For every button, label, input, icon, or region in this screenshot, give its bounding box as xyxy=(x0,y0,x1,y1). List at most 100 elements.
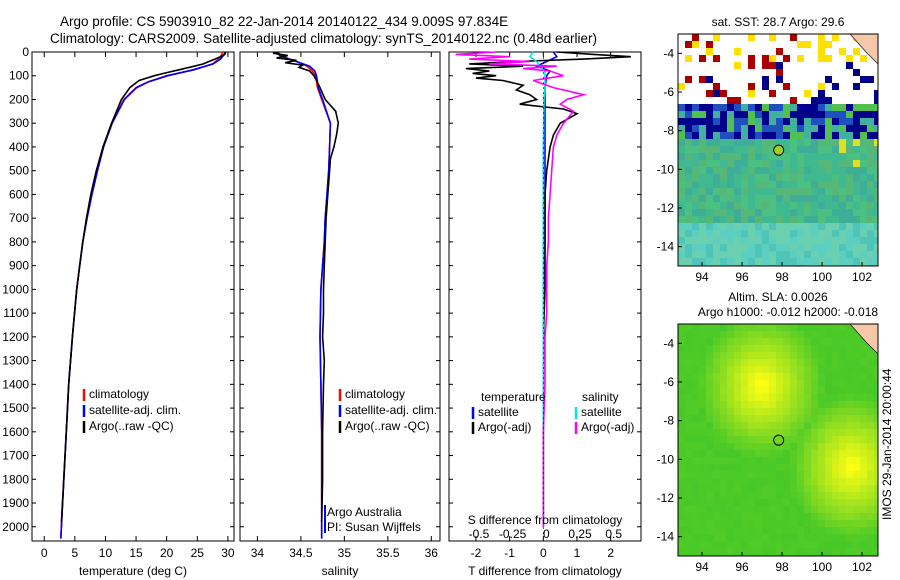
sst-map-cell xyxy=(874,251,878,258)
sla-map-cell xyxy=(685,429,692,436)
sst-map-cell xyxy=(699,97,706,104)
sst-map-cell xyxy=(734,41,741,48)
sla-map-cell xyxy=(706,415,713,422)
sst-map-cell xyxy=(706,174,713,181)
sla-map-cell xyxy=(860,408,867,415)
sst-map-cell xyxy=(874,111,878,118)
sst-map-cell xyxy=(720,118,727,125)
sla-map-cell xyxy=(874,478,878,485)
sla-map-cell xyxy=(706,527,713,534)
sst-map-cell xyxy=(804,55,811,62)
sla-map-cell xyxy=(853,380,860,387)
sst-map-cell xyxy=(769,216,776,223)
sla-map-cell xyxy=(720,331,727,338)
sst-map-cell xyxy=(783,216,790,223)
sst-map-cell xyxy=(860,237,867,244)
sla-map-cell xyxy=(755,471,762,478)
sst-map-cell xyxy=(790,104,797,111)
sst-map-cell xyxy=(818,195,825,202)
sst-map-cell xyxy=(706,216,713,223)
sla-map-cell xyxy=(706,499,713,506)
sla-map-cell xyxy=(783,429,790,436)
sla-map-cell xyxy=(713,520,720,527)
sla-map-cell xyxy=(776,450,783,457)
sst-map-cell xyxy=(727,160,734,167)
sla-map-cell xyxy=(741,464,748,471)
sla-map-cell xyxy=(727,443,734,450)
sla-map-cell xyxy=(769,499,776,506)
sst-map-cell xyxy=(776,132,783,139)
sst-map-cell xyxy=(678,34,685,41)
sst-map-cell xyxy=(776,202,783,209)
sst-map-cell xyxy=(685,132,692,139)
sla-map-cell xyxy=(846,534,853,541)
sst-map-cell xyxy=(853,202,860,209)
sst-map-cell xyxy=(825,244,832,251)
sst-map-cell xyxy=(720,76,727,83)
sla-map-cell xyxy=(874,352,878,359)
sla-map-cell xyxy=(741,443,748,450)
sst-map-cell xyxy=(727,48,734,55)
sst-map-cell xyxy=(734,209,741,216)
sla-map-cell xyxy=(874,401,878,408)
sst-map-cell xyxy=(790,132,797,139)
sst-map-cell xyxy=(699,216,706,223)
sla-map-cell xyxy=(811,485,818,492)
sst-map-cell xyxy=(811,237,818,244)
sst-map-cell xyxy=(685,90,692,97)
sst-map-cell xyxy=(685,48,692,55)
sla-map-cell xyxy=(797,464,804,471)
sla-map-cell xyxy=(811,366,818,373)
sla-map-cell xyxy=(741,394,748,401)
sla-map-cell xyxy=(713,534,720,541)
sst-map-cell xyxy=(867,139,874,146)
sla-map-cell xyxy=(839,380,846,387)
sst-map-cell xyxy=(776,216,783,223)
depth-tick-label: 800 xyxy=(9,235,29,249)
sst-map-cell xyxy=(797,244,804,251)
sla-map-cell xyxy=(804,366,811,373)
sla-map-cell xyxy=(685,457,692,464)
sla-map-cell xyxy=(727,492,734,499)
sla-map-cell xyxy=(734,464,741,471)
sst-map-cell xyxy=(797,230,804,237)
sla-map-cell xyxy=(713,401,720,408)
sla-map-cell xyxy=(699,450,706,457)
sst-map-cell xyxy=(797,188,804,195)
sst-map-cell xyxy=(790,90,797,97)
sla-map-cell xyxy=(706,464,713,471)
sst-map-cell xyxy=(867,111,874,118)
sla-map-cell xyxy=(783,506,790,513)
sla-map-cell xyxy=(755,352,762,359)
sst-map-cell xyxy=(811,104,818,111)
sst-map-cell xyxy=(755,125,762,132)
sla-map-cell xyxy=(853,331,860,338)
sla-map-cell xyxy=(734,359,741,366)
sst-map-cell xyxy=(874,167,878,174)
sst-map-cell xyxy=(797,111,804,118)
sst-map-cell xyxy=(720,97,727,104)
sst-map-cell xyxy=(727,132,734,139)
sla-map-cell xyxy=(692,338,699,345)
sla-map-cell xyxy=(685,352,692,359)
sla-map-cell xyxy=(769,394,776,401)
sla-map-cell xyxy=(783,450,790,457)
sla-map-cell xyxy=(853,457,860,464)
sst-map-cell xyxy=(832,251,839,258)
sla-map-cell xyxy=(762,492,769,499)
sla-map-cell xyxy=(769,443,776,450)
sla-map-cell xyxy=(734,401,741,408)
sst-map-cell xyxy=(776,62,783,69)
sla-map-cell xyxy=(692,457,699,464)
sla-map-cell xyxy=(713,471,720,478)
sla-map-cell xyxy=(699,520,706,527)
sst-map-cell xyxy=(720,160,727,167)
sst-map-cell xyxy=(832,62,839,69)
sst-map-cell xyxy=(783,132,790,139)
sla-map-cell xyxy=(797,457,804,464)
sla-map-cell xyxy=(734,324,741,331)
sst-map-cell xyxy=(713,139,720,146)
sst-map-cell xyxy=(755,181,762,188)
sst-map-cell xyxy=(860,146,867,153)
sla-map-cell xyxy=(678,513,685,520)
